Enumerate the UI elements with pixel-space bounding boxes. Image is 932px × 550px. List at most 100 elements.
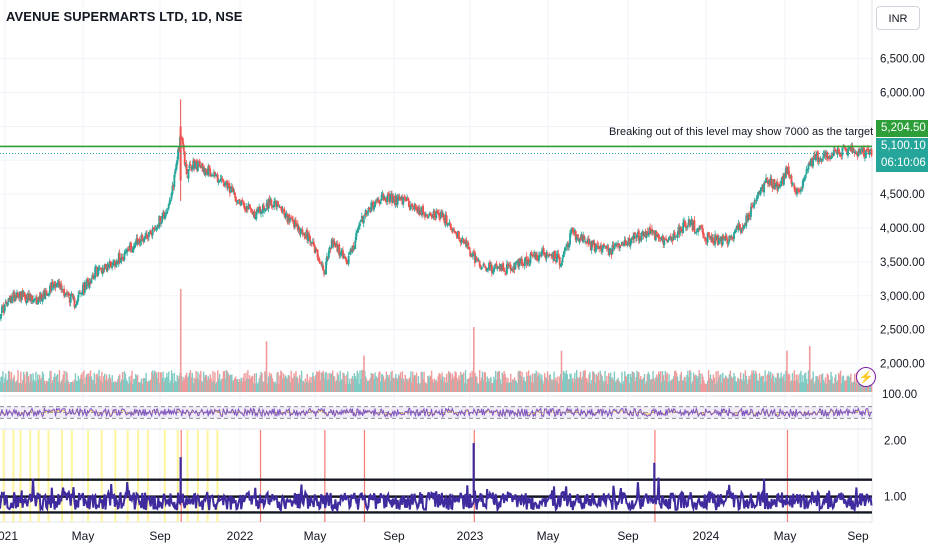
volume-bar — [238, 379, 241, 392]
candle-body — [219, 178, 222, 181]
currency-button[interactable]: INR — [876, 6, 920, 30]
candle-body — [848, 148, 850, 150]
candle-body — [392, 195, 395, 202]
volume-bar — [450, 379, 453, 392]
x-tick-label: May — [537, 529, 560, 543]
volume-bar — [394, 377, 396, 392]
volume-bar — [282, 378, 284, 392]
volume-bar — [142, 378, 145, 392]
volume-bar — [289, 382, 291, 392]
candle-body — [76, 301, 79, 305]
volume-bar — [740, 379, 743, 392]
volume-bar — [178, 376, 180, 392]
candle-body — [555, 253, 558, 263]
volume-bar — [96, 373, 98, 392]
volume-bar — [280, 370, 282, 392]
volume-bar — [368, 380, 371, 392]
volume-bar — [109, 377, 112, 392]
volume-bar — [527, 370, 530, 392]
volume-bar — [853, 373, 856, 392]
volume-bar — [624, 371, 626, 392]
volume-bar — [725, 377, 728, 392]
volume-bar — [638, 371, 640, 392]
volume-bar — [305, 381, 308, 392]
volume-spike — [472, 327, 475, 392]
volume-bar — [330, 373, 332, 392]
volume-bar — [243, 373, 245, 392]
volume-bar — [680, 371, 682, 392]
volume-bar — [222, 371, 225, 392]
volume-bar — [122, 379, 125, 392]
volume-bar — [66, 372, 68, 392]
volume-bar — [636, 370, 638, 392]
candle-body — [805, 169, 808, 175]
candle-body — [621, 242, 624, 246]
volume-bar — [539, 373, 541, 392]
volume-bar — [161, 377, 163, 392]
candle-body — [605, 246, 608, 249]
volume-bar — [831, 376, 833, 392]
candle-body — [88, 281, 91, 288]
candle-body — [369, 210, 372, 213]
volume-bar — [207, 376, 210, 392]
candle-body — [123, 252, 126, 261]
volume-bar — [375, 375, 377, 392]
candle-body — [734, 229, 737, 232]
volume-bar — [710, 378, 713, 392]
highlight-band-yellow — [186, 430, 189, 522]
volume-bar — [294, 376, 296, 392]
volume-bar — [77, 375, 80, 392]
volume-bar — [821, 373, 824, 392]
volume-bar — [771, 373, 774, 392]
volume-bar — [841, 376, 844, 392]
volume-bar — [730, 376, 732, 392]
highlight-band-red — [324, 430, 326, 522]
candle-body — [380, 194, 383, 201]
candle-body — [90, 279, 93, 284]
volume-bar — [185, 375, 187, 392]
volume-bar — [846, 376, 848, 392]
volume-bar — [714, 383, 716, 392]
volume-bar — [393, 378, 395, 392]
volume-bar — [141, 383, 144, 392]
candle-body — [307, 232, 310, 241]
candle-body — [121, 256, 124, 260]
chart-title: AVENUE SUPERMARTS LTD, 1D, NSE — [6, 9, 243, 24]
volume-bar — [764, 370, 766, 392]
x-tick-label: May — [774, 529, 797, 543]
volume-bar — [811, 378, 813, 392]
volume-bar — [382, 376, 385, 392]
candle-body — [321, 264, 324, 266]
volume-bar — [292, 377, 294, 392]
volume-bar — [154, 371, 157, 392]
volume-bar — [641, 379, 643, 392]
volume-bar — [427, 376, 429, 392]
candle-body — [489, 261, 491, 268]
candle-body — [759, 190, 762, 195]
candle-body — [433, 210, 436, 218]
volume-bar — [656, 374, 658, 392]
volume-bar — [124, 373, 127, 392]
lightning-icon[interactable]: ⚡ — [856, 367, 876, 387]
candle-body — [633, 233, 636, 240]
volume-bar — [257, 382, 259, 392]
candle-body — [422, 205, 425, 213]
volume-bar — [487, 378, 489, 392]
candle-body — [359, 219, 362, 222]
candle-body — [97, 269, 99, 276]
volume-bar — [351, 375, 354, 392]
volume-bar — [326, 379, 328, 392]
volume-bar — [273, 383, 275, 392]
volume-bar — [68, 382, 70, 392]
volume-bar — [739, 380, 741, 392]
volume-bar — [736, 381, 738, 392]
candle-body — [511, 269, 514, 271]
volume-bar — [315, 371, 318, 392]
candle-body — [262, 205, 265, 210]
volume-bar — [184, 378, 186, 392]
volume-bar — [312, 372, 314, 392]
volume-bar — [281, 371, 283, 392]
candle-body — [189, 164, 192, 166]
volume-bar — [609, 372, 612, 392]
